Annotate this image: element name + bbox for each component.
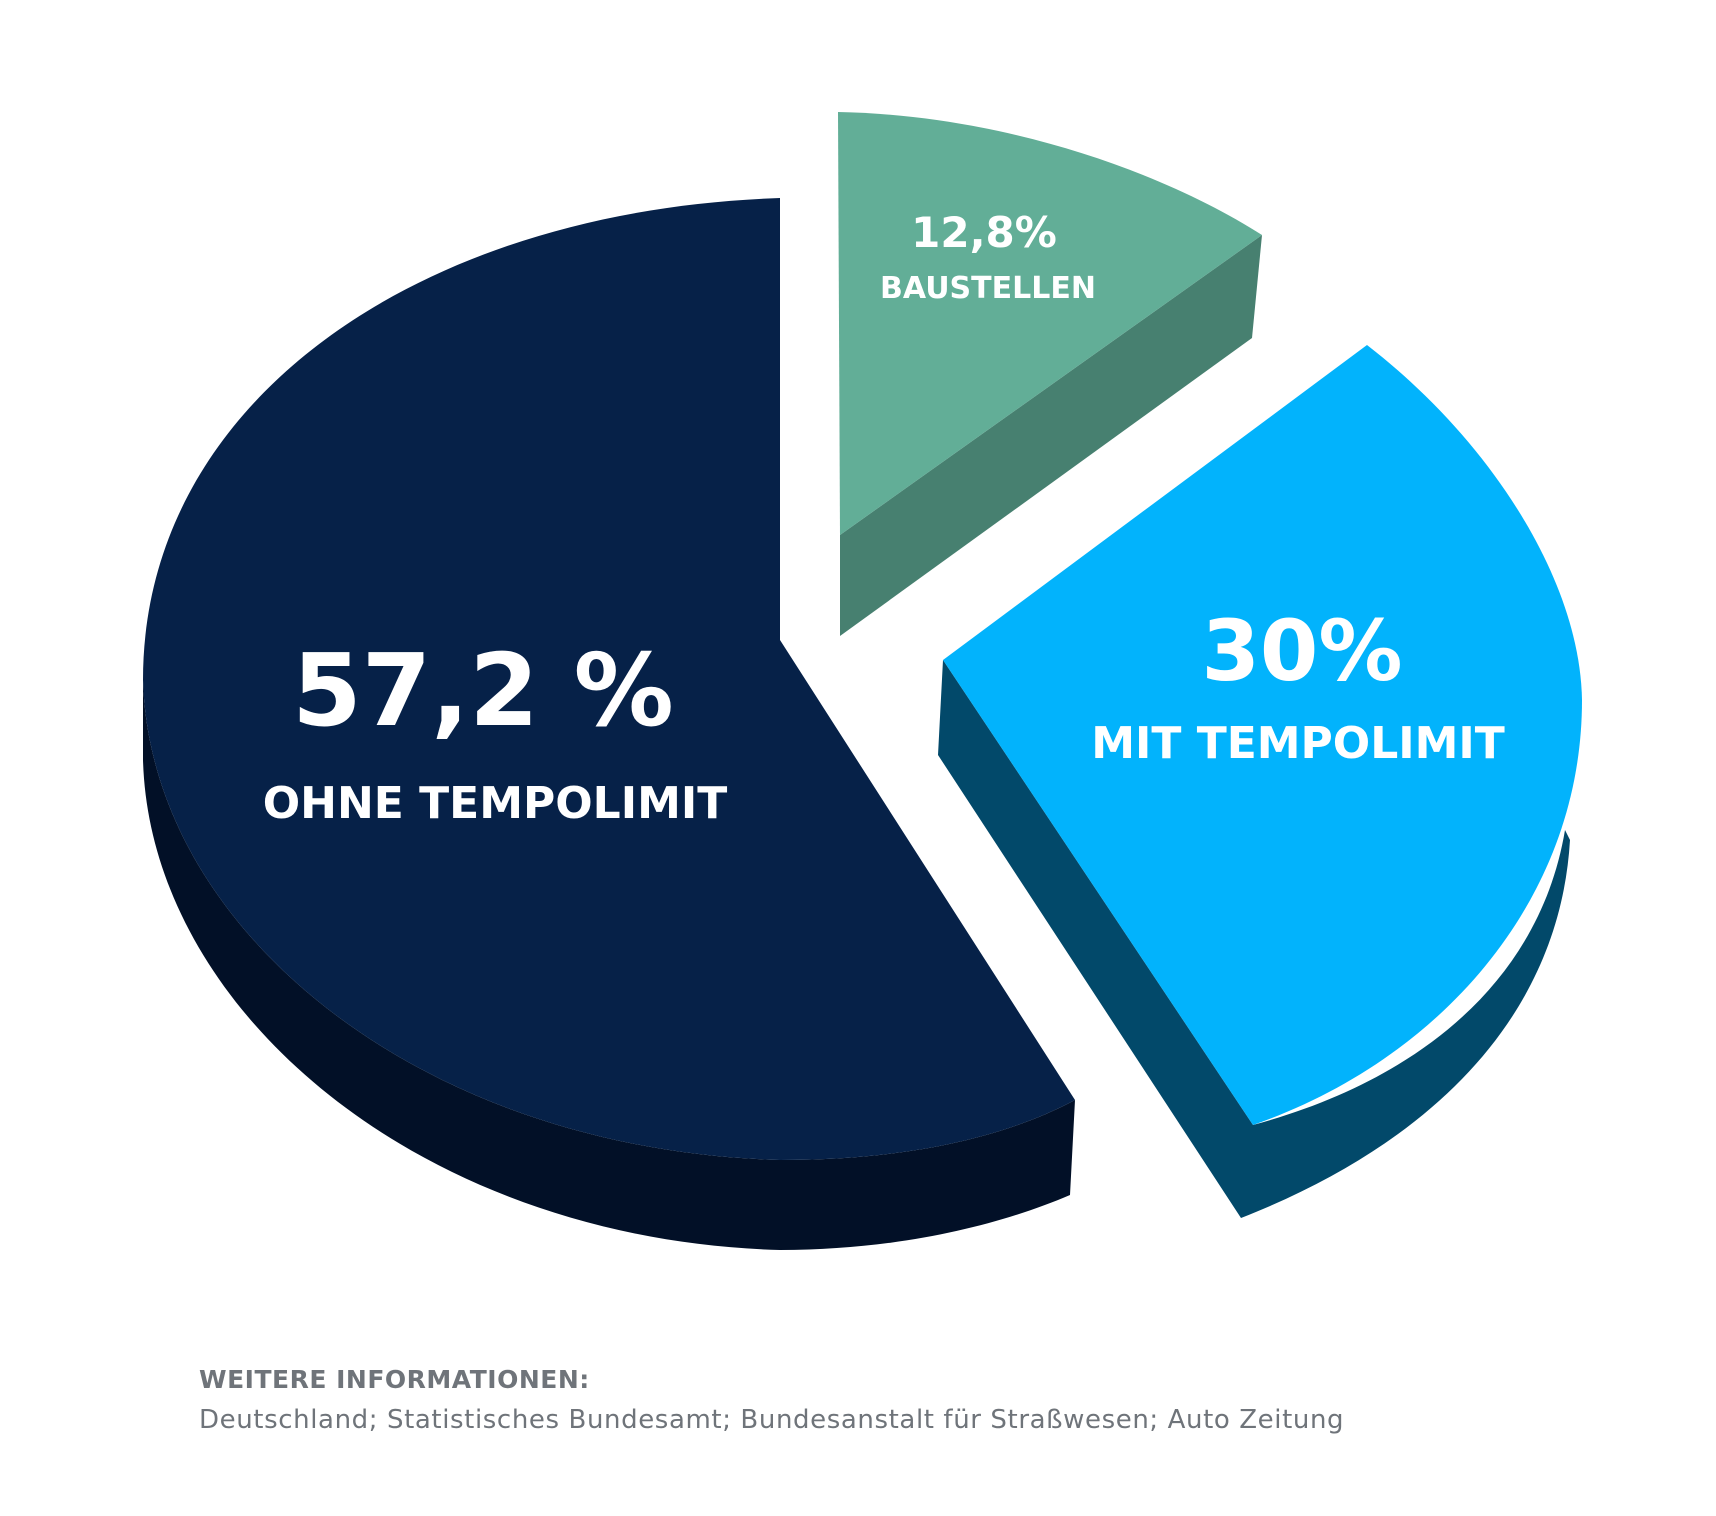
source-heading: WEITERE INFORMATIONEN: (199, 1365, 590, 1394)
source-block: WEITERE INFORMATIONEN: Deutschland; Stat… (199, 1360, 1344, 1440)
source-text: Deutschland; Statistisches Bundesamt; Bu… (199, 1405, 1345, 1435)
slice-ohne-tempolimit-top (143, 198, 1075, 1160)
slice-ohne-tempolimit (143, 198, 1075, 1250)
slice-baustellen-side (840, 235, 1262, 636)
slice-baustellen-top (838, 112, 1262, 535)
slice-value-baustellen: 12,8% (911, 208, 1057, 257)
slice-ohne-tempolimit-side (143, 680, 1075, 1250)
slice-value-mit-tempolimit: 30% (1201, 602, 1402, 700)
slice-value-ohne-tempolimit: 57,2 % (292, 632, 674, 749)
slice-label-ohne-tempolimit: OHNE TEMPOLIMIT (263, 778, 728, 829)
slice-baustellen (838, 112, 1262, 636)
slice-mit-tempolimit-side (938, 660, 1570, 1218)
slice-mit-tempolimit-top (943, 345, 1582, 1125)
slice-label-baustellen: BAUSTELLEN (880, 271, 1096, 306)
slice-label-mit-tempolimit: MIT TEMPOLIMIT (1091, 718, 1505, 769)
slice-mit-tempolimit (938, 345, 1582, 1218)
